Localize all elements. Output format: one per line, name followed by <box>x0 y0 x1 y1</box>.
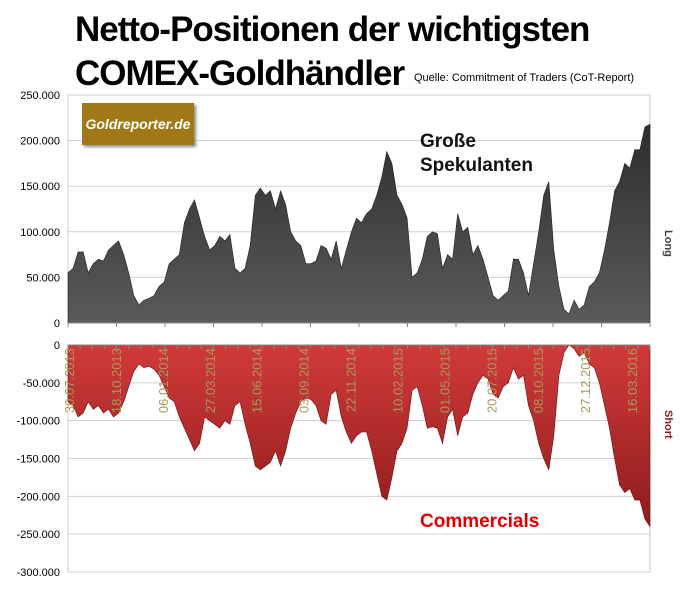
x-tick-label: 15.06.2014 <box>250 348 265 413</box>
side-label-short: Short <box>662 410 674 439</box>
source-note: Quelle: Commitment of Traders (CoT-Repor… <box>414 72 635 84</box>
x-tick-label: 03.09.2014 <box>297 348 312 413</box>
x-tick-label: 20.07.2015 <box>484 348 499 413</box>
x-tick-label: 01.05.2015 <box>437 348 452 413</box>
x-tick-label: 18.10.2013 <box>109 348 124 413</box>
y-tick-label: -100.000 <box>17 416 60 428</box>
x-tick-label: 30.07.2013 <box>62 348 77 413</box>
y-tick-label: 0 <box>54 340 60 352</box>
y-tick-label: 0 <box>54 318 60 330</box>
y-tick-label: -150.000 <box>17 454 60 466</box>
y-tick-label: 100.000 <box>20 227 60 239</box>
series-label-speculators: Große Spekulanten <box>420 131 533 176</box>
series-label-commercials: Commercials <box>420 511 540 532</box>
y-tick-label: 250.000 <box>20 90 60 102</box>
y-tick-label: -200.000 <box>17 491 60 503</box>
y-tick-label: 50.000 <box>26 272 60 284</box>
side-label-long: Long <box>662 230 674 257</box>
y-tick-label: -250.000 <box>17 529 60 541</box>
y-tick-label: 150.000 <box>20 181 60 193</box>
chart-title: Netto-Positionen der wichtigsten COMEX-G… <box>75 10 590 93</box>
x-tick-label: 22.11.2014 <box>344 348 359 412</box>
area-long-speculators <box>67 123 651 324</box>
y-tick-label: -50.000 <box>23 378 60 390</box>
x-tick-label: 10.02.2015 <box>390 348 405 413</box>
area-short-commercials <box>67 344 651 528</box>
x-tick-label: 16.03.2016 <box>625 348 640 413</box>
x-tick-label: 08.10.2015 <box>531 348 546 413</box>
y-tick-label: 200.000 <box>20 136 60 148</box>
goldreporter-logo: Goldreporter.de <box>82 103 194 145</box>
y-tick-label: -300.000 <box>17 567 60 579</box>
x-tick-label: 06.01.2014 <box>156 348 171 413</box>
x-tick-label: 27.12.2015 <box>578 348 593 413</box>
x-tick-label: 27.03.2014 <box>203 348 218 413</box>
